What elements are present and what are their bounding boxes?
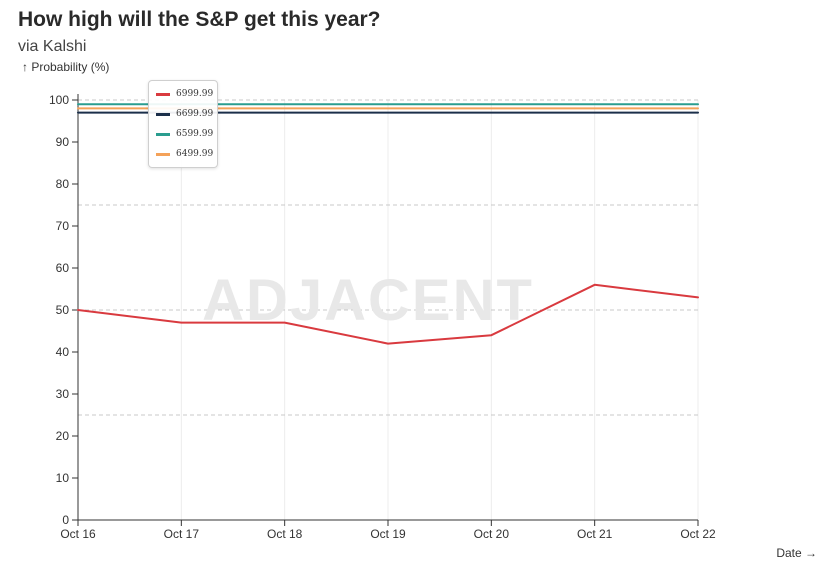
x-tick-label: Oct 19 [370,527,406,541]
chart-title: How high will the S&P get this year? [18,8,381,31]
x-tick-label: Oct 20 [474,527,510,541]
y-axis-label: ↑ Probability (%) [22,60,110,74]
x-tick-label: Oct 21 [577,527,613,541]
y-tick-label: 50 [56,303,70,317]
y-tick-label: 40 [56,345,70,359]
chart-legend: 6999.99 6699.99 6599.99 6499.99 [148,80,218,168]
legend-swatch [156,132,170,136]
legend-swatch [156,152,170,156]
legend-label: 6699.99 [176,109,214,119]
legend-label: 6999.99 [176,89,214,99]
x-axis-label: Date → [776,546,817,560]
y-tick-label: 20 [56,429,70,443]
legend-label: 6499.99 [176,149,214,159]
x-tick-label: Oct 18 [267,527,303,541]
series-line-6999-99 [77,283,699,345]
y-tick-label: 60 [56,261,70,275]
x-tick-label: Oct 16 [60,527,96,541]
x-tick-label: Oct 17 [164,527,200,541]
y-tick-label: 30 [56,387,70,401]
legend-item: 6999.99 [156,87,213,101]
legend-item: 6499.99 [156,147,213,161]
legend-item: 6599.99 [156,127,213,141]
y-tick-label: 80 [56,177,70,191]
legend-swatch [156,92,170,96]
y-tick-label: 100 [49,93,69,107]
y-tick-label: 0 [62,513,69,527]
y-tick-label: 90 [56,135,70,149]
legend-item: 6699.99 [156,107,213,121]
legend-swatch [156,112,170,116]
y-tick-label: 10 [56,471,70,485]
x-tick-label: Oct 22 [680,527,716,541]
chart-subtitle: via Kalshi [18,38,87,55]
y-tick-label: 70 [56,219,70,233]
legend-label: 6599.99 [176,129,214,139]
